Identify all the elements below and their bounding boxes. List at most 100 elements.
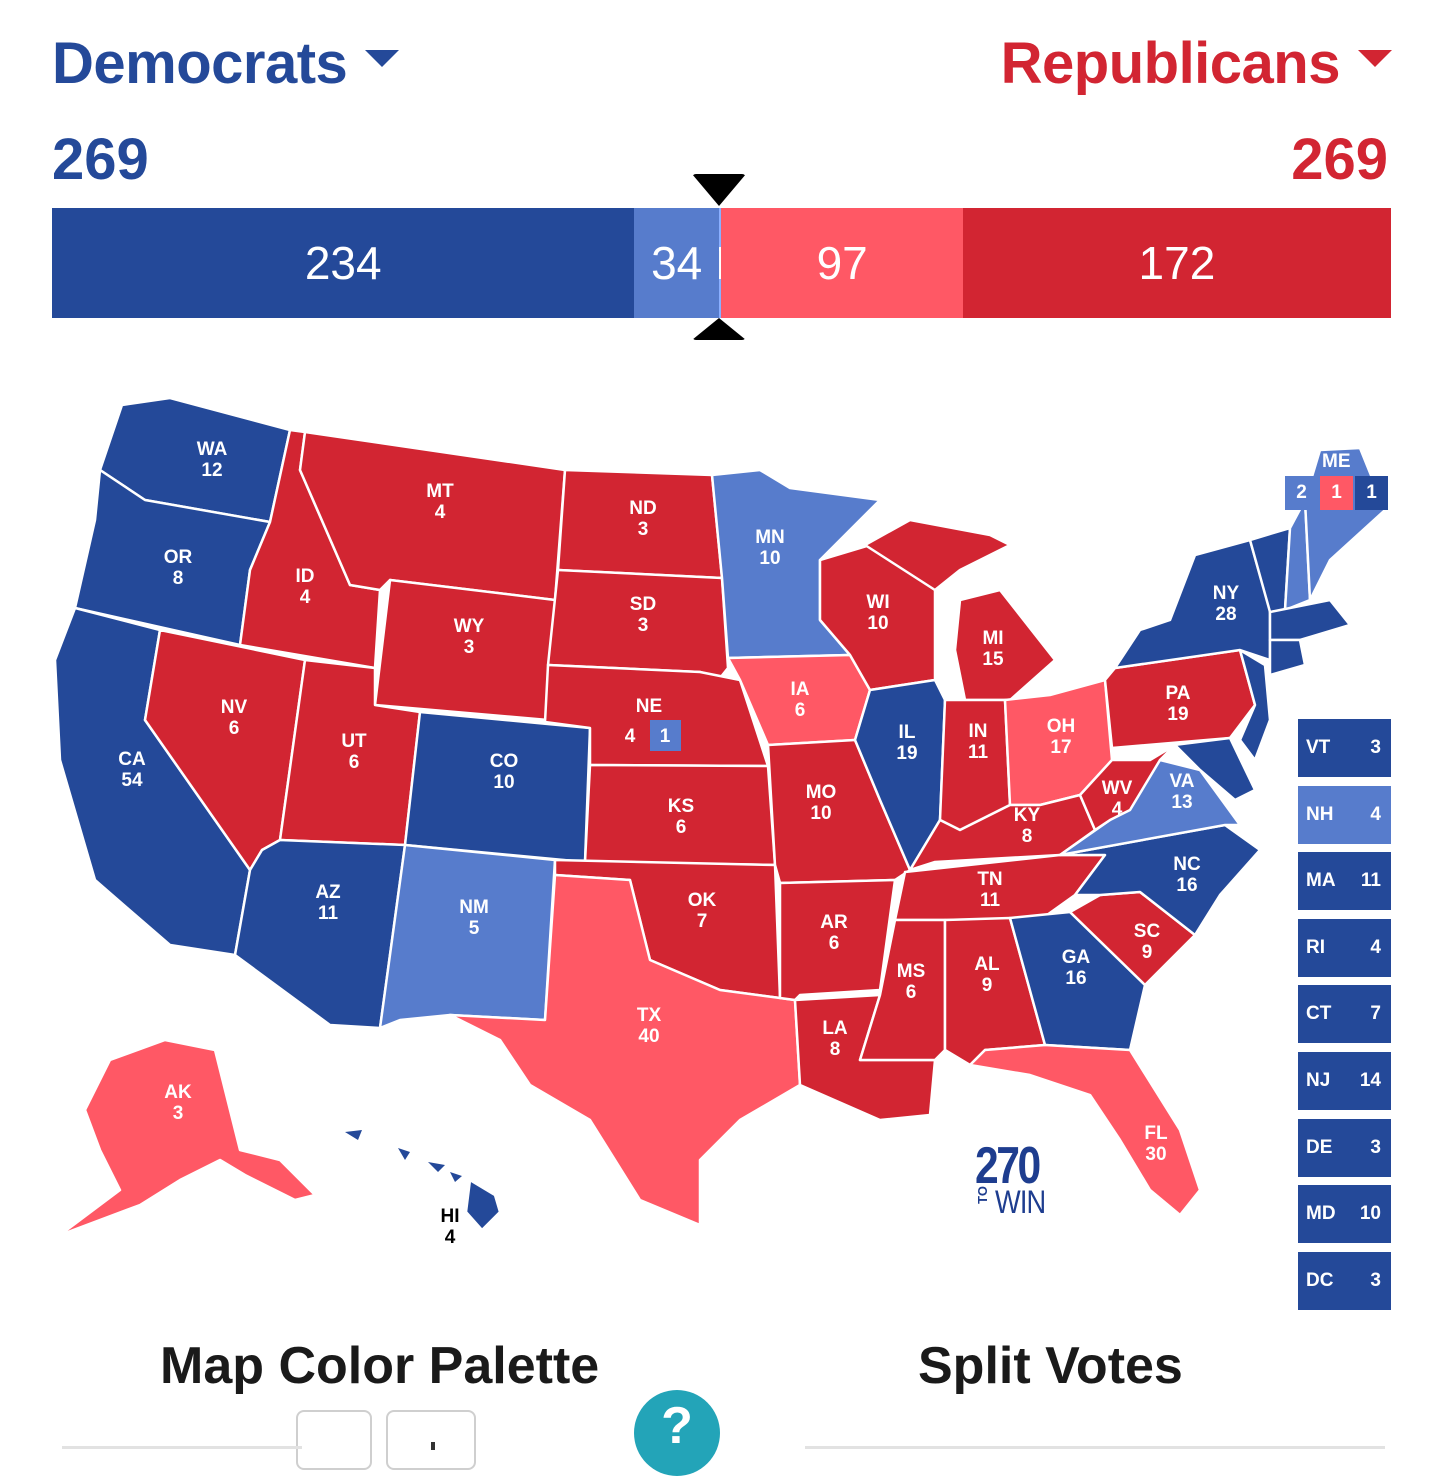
label-ms: MS: [897, 961, 926, 982]
label-ne: NE: [636, 696, 662, 717]
label-ky-ev: 8: [1022, 826, 1033, 847]
small-state-dc[interactable]: DC 3: [1298, 1251, 1391, 1310]
small-state-ri[interactable]: RI 4: [1298, 918, 1391, 977]
maine-district-box[interactable]: 2: [1285, 476, 1318, 510]
label-wy-ev: 3: [464, 637, 475, 658]
state-ar[interactable]: [778, 878, 897, 1002]
maine-district-box[interactable]: 1: [1320, 476, 1353, 510]
ev-segment-lean-dem: 1: [718, 208, 722, 318]
state-nc[interactable]: [1058, 823, 1262, 937]
270-marker-top-icon: [692, 174, 746, 206]
label-in-ev: 11: [968, 742, 989, 763]
label-mi-ev: 15: [982, 649, 1004, 670]
label-ks: KS: [668, 796, 694, 817]
state-az[interactable]: [233, 838, 407, 1030]
small-state-abbr: NJ: [1306, 1070, 1331, 1091]
label-fl: FL: [1144, 1123, 1168, 1144]
small-state-vt[interactable]: VT 3: [1298, 719, 1391, 777]
label-ar-ev: 6: [829, 933, 840, 954]
label-ky: KY: [1014, 805, 1041, 826]
label-az: AZ: [315, 882, 341, 903]
democrats-label: Democrats: [52, 31, 348, 96]
label-ak: AK: [164, 1082, 192, 1103]
label-ia-ev: 6: [795, 700, 806, 721]
label-nv: NV: [221, 697, 248, 718]
small-state-ma[interactable]: MA 11: [1298, 852, 1391, 911]
label-tn-ev: 11: [980, 890, 1001, 911]
label-al: AL: [974, 954, 1000, 975]
state-md[interactable]: [1148, 736, 1257, 802]
label-tn: TN: [977, 869, 1002, 890]
ev-segment-likely-rep: 97: [721, 208, 963, 318]
label-id: ID: [296, 566, 315, 587]
label-tx: TX: [637, 1005, 662, 1026]
small-state-ev: 3: [1370, 1269, 1381, 1291]
ev-segment-safe-rep: 172: [962, 208, 1391, 318]
state-ga[interactable]: [1008, 910, 1147, 1052]
state-ak[interactable]: [58, 1038, 317, 1237]
label-mn-ev: 10: [759, 548, 780, 569]
state-ct[interactable]: [1268, 638, 1307, 677]
label-la: LA: [822, 1018, 848, 1039]
split-votes-title: Split Votes: [918, 1337, 1183, 1395]
label-nm-ev: 5: [469, 918, 480, 939]
small-state-nj[interactable]: NJ 14: [1298, 1052, 1391, 1110]
map-svg: WA 12 OR 8 CA 54 ID 4 NV 6 MT 4 WY 3 UT …: [53, 396, 1387, 1248]
map-color-palette-title: Map Color Palette: [160, 1337, 600, 1395]
small-state-nh[interactable]: NH 4: [1298, 785, 1391, 844]
label-va-ev: 13: [1171, 792, 1192, 813]
state-tx[interactable]: [448, 873, 802, 1227]
ne-district-box[interactable]: [650, 720, 681, 751]
label-ne-ev: 4: [625, 726, 636, 747]
label-ut: UT: [341, 731, 367, 752]
small-state-ev: 4: [1370, 936, 1381, 958]
republicans-total: 269: [1291, 127, 1388, 192]
small-state-abbr: VT: [1306, 737, 1331, 758]
small-state-md[interactable]: MD 10: [1298, 1185, 1391, 1244]
label-al-ev: 9: [982, 975, 993, 996]
state-hi-islands[interactable]: [345, 1130, 462, 1182]
label-sc: SC: [1134, 921, 1161, 942]
state-mi[interactable]: [953, 588, 1057, 702]
state-nm[interactable]: [378, 843, 557, 1030]
state-ny[interactable]: [1113, 538, 1272, 670]
democrats-dropdown[interactable]: Democrats: [52, 30, 400, 97]
state-ma[interactable]: [1268, 598, 1352, 642]
label-ne-district: 1: [660, 726, 671, 747]
label-ga-ev: 16: [1065, 968, 1086, 989]
state-hi[interactable]: [464, 1178, 502, 1232]
label-sc-ev: 9: [1142, 942, 1153, 963]
label-wy: WY: [454, 616, 485, 637]
palette-option-box[interactable]: [296, 1410, 372, 1470]
small-state-de[interactable]: DE 3: [1298, 1118, 1391, 1177]
label-ny-ev: 28: [1215, 604, 1236, 625]
label-id-ev: 4: [300, 587, 311, 608]
label-nm: NM: [459, 897, 489, 918]
small-state-ev: 10: [1359, 1203, 1381, 1225]
label-hi-ev: 4: [445, 1227, 456, 1248]
label-mn: MN: [755, 527, 785, 548]
label-wa-ev: 12: [201, 460, 222, 481]
label-mi: MI: [982, 628, 1003, 649]
help-button[interactable]: ?: [634, 1390, 720, 1476]
state-wv[interactable]: [1078, 743, 1177, 832]
label-or: OR: [164, 547, 193, 568]
republicans-dropdown[interactable]: Republicans: [1001, 30, 1392, 97]
state-nj[interactable]: [1238, 648, 1272, 762]
logo-to: TO: [975, 1186, 990, 1204]
divider: [805, 1446, 1385, 1449]
small-state-ct[interactable]: CT 7: [1298, 985, 1391, 1044]
small-state-ev: 3: [1370, 737, 1381, 758]
label-oh: OH: [1047, 716, 1076, 737]
small-state-abbr: NH: [1306, 803, 1334, 825]
ev-segment-safe-dem: 234: [52, 208, 635, 318]
maine-district-box[interactable]: 1: [1355, 476, 1388, 510]
ev-segment-likely-dem: 34: [634, 208, 719, 318]
label-va: VA: [1170, 771, 1195, 792]
label-mo-ev: 10: [810, 803, 831, 824]
state-mi-upper[interactable]: [863, 518, 1012, 592]
label-pa: PA: [1166, 683, 1191, 704]
republicans-label: Republicans: [1000, 31, 1341, 96]
state-fl[interactable]: [968, 1043, 1202, 1217]
palette-option-box[interactable]: [386, 1410, 476, 1470]
